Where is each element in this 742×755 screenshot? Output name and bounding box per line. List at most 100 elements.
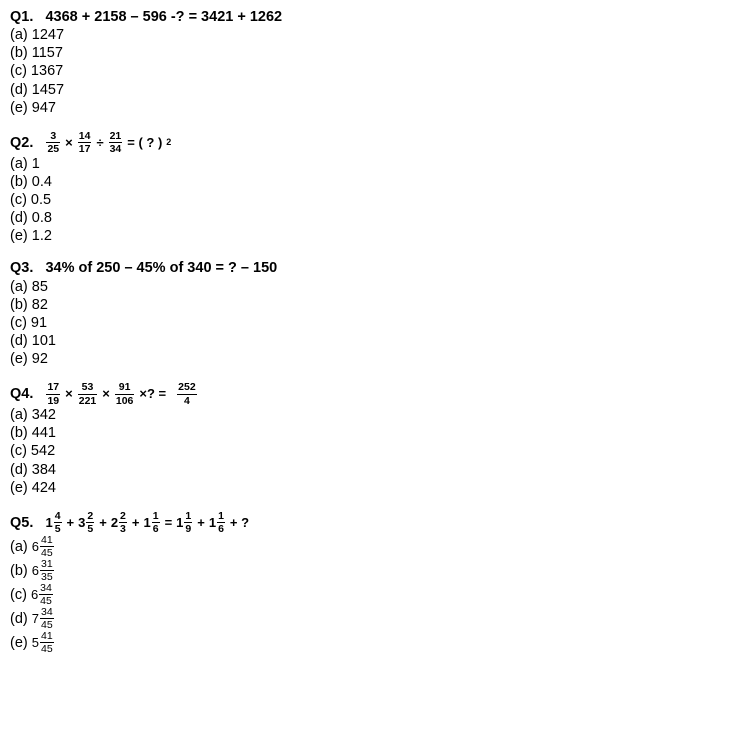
q5-opt-a-f: 41 45	[40, 535, 54, 559]
q5-opt-e-d: 45	[40, 642, 54, 655]
q2-label: Q2.	[10, 135, 33, 151]
q1-label: Q1.	[10, 9, 33, 25]
q5-opt-a-n: 41	[40, 535, 54, 547]
q5-m6: 1 1 6	[209, 511, 226, 535]
q5-m2-d: 5	[86, 522, 94, 535]
q3-label: Q3.	[10, 260, 33, 276]
q2-frac2-num: 14	[78, 131, 92, 143]
q5-m1-f: 4 5	[54, 511, 62, 535]
q2-exp: 2	[166, 137, 171, 148]
q4-frac1-num: 17	[46, 382, 60, 394]
question-3: Q3. 34% of 250 – 45% of 340 = ? – 150 (a…	[10, 259, 732, 368]
q5-opt-b-d: 35	[40, 570, 54, 583]
q2-opt-a: (a) 1	[10, 155, 732, 173]
div-op: ÷	[94, 135, 105, 151]
q5-m5-n: 1	[184, 511, 192, 523]
q2-frac2-den: 17	[78, 142, 92, 155]
q5-m4-n: 1	[152, 511, 160, 523]
q5-m2-n: 2	[86, 511, 94, 523]
q5-m2-w: 3	[78, 515, 85, 531]
q3-opt-b: (b) 82	[10, 296, 732, 314]
plus-op: +	[65, 515, 77, 531]
question-1: Q1. 4368 + 2158 – 596 -? = 3421 + 1262 (…	[10, 8, 732, 117]
q3-text: 34% of 250 – 45% of 340 = ? – 150	[45, 260, 277, 276]
q5-opt-b-mix: 6 31 35	[32, 559, 55, 583]
q5-m3-n: 2	[119, 511, 127, 523]
q5-opt-a: (a) 6 41 45	[10, 535, 732, 559]
q5-opt-c: (c) 6 34 45	[10, 583, 732, 607]
q1-options: (a) 1247 (b) 1157 (c) 1367 (d) 1457 (e) …	[10, 26, 732, 117]
q3-opt-a: (a) 85	[10, 278, 732, 296]
q1-opt-b: (b) 1157	[10, 44, 732, 62]
question-2: Q2. 3 25 × 14 17 ÷ 21 34 = ( ? )2 (a) 1 …	[10, 131, 732, 246]
q5-opt-e: (e) 5 41 45	[10, 631, 732, 655]
q2-opt-b: (b) 0.4	[10, 173, 732, 191]
q5-opt-d-prefix: (d)	[10, 611, 32, 627]
q3-opt-d: (d) 101	[10, 332, 732, 350]
plus-op: +	[195, 515, 207, 531]
q5-m4-w: 1	[143, 515, 150, 531]
q4-frac4-den: 4	[177, 394, 197, 407]
q5-opt-e-prefix: (e)	[10, 635, 32, 651]
q5-opt-c-w: 6	[31, 587, 38, 603]
q4-frac3: 91 106	[115, 382, 135, 406]
q5-m5-d: 9	[184, 522, 192, 535]
q5-opt-d-d: 45	[40, 618, 54, 631]
q5-m5: 1 1 9	[176, 511, 193, 535]
q2-frac2: 14 17	[78, 131, 92, 155]
q4-frac4-num: 252	[177, 382, 197, 394]
q2-frac3-num: 21	[109, 131, 123, 143]
q3-opt-e: (e) 92	[10, 350, 732, 368]
q1-opt-c: (c) 1367	[10, 62, 732, 80]
q2-opt-e: (e) 1.2	[10, 227, 732, 245]
q5-m6-n: 1	[217, 511, 225, 523]
q4-frac1-den: 19	[46, 394, 60, 407]
q5-m5-f: 1 9	[184, 511, 192, 535]
q5-expr: 1 4 5 + 3 2 5 + 2 2 3	[45, 511, 251, 535]
q5-opt-b-n: 31	[40, 559, 54, 571]
q5-m3-f: 2 3	[119, 511, 127, 535]
q4-mid: ×? =	[137, 386, 168, 402]
q5-m5-w: 1	[176, 515, 183, 531]
q5-opt-e-mix: 5 41 45	[32, 631, 55, 655]
q2-tail: = ( ? )	[125, 135, 164, 151]
q3-opt-c: (c) 91	[10, 314, 732, 332]
q2-frac3: 21 34	[109, 131, 123, 155]
q5-opt-e-n: 41	[40, 631, 54, 643]
q5-m2-f: 2 5	[86, 511, 94, 535]
eq-op: =	[163, 515, 175, 531]
times-op: ×	[100, 386, 112, 402]
q4-frac2: 53 221	[78, 382, 98, 406]
q5-opt-d-mix: 7 34 45	[32, 607, 55, 631]
q5-opt-a-mix: 6 41 45	[32, 535, 55, 559]
q4-opt-c: (c) 542	[10, 442, 732, 460]
q5-m6-f: 1 6	[217, 511, 225, 535]
q4-frac2-den: 221	[78, 394, 98, 407]
q5-opt-d: (d) 7 34 45	[10, 607, 732, 631]
question-4: Q4. 17 19 × 53 221 × 91 106 ×? = 252 4	[10, 382, 732, 497]
q5-m1: 1 4 5	[45, 511, 62, 535]
q5-opt-c-d: 45	[39, 594, 53, 607]
q5-opt-a-d: 45	[40, 546, 54, 559]
q2-options: (a) 1 (b) 0.4 (c) 0.5 (d) 0.8 (e) 1.2	[10, 155, 732, 246]
q2-expr: 3 25 × 14 17 ÷ 21 34 = ( ? )2	[45, 131, 171, 155]
question-5: Q5. 1 4 5 + 3 2 5 + 2 2	[10, 511, 732, 655]
q4-opt-e: (e) 424	[10, 479, 732, 497]
plus-op: +	[130, 515, 142, 531]
q5-opt-b-f: 31 35	[40, 559, 54, 583]
q5-m4-d: 6	[152, 522, 160, 535]
q4-expr: 17 19 × 53 221 × 91 106 ×? = 252 4	[45, 382, 197, 406]
q1-stem: Q1. 4368 + 2158 – 596 -? = 3421 + 1262	[10, 8, 732, 26]
q5-opt-d-n: 34	[40, 607, 54, 619]
q5-label: Q5.	[10, 515, 33, 531]
q4-label: Q4.	[10, 386, 33, 402]
q5-m3: 2 2 3	[111, 511, 128, 535]
q1-text: 4368 + 2158 – 596 -? = 3421 + 1262	[45, 9, 282, 25]
q5-opt-c-n: 34	[39, 583, 53, 595]
q2-frac1: 3 25	[46, 131, 60, 155]
q5-m1-w: 1	[45, 515, 52, 531]
q5-opt-c-mix: 6 34 45	[31, 583, 54, 607]
q5-options: (a) 6 41 45 (b) 6 31 35 (c) 6	[10, 535, 732, 655]
q4-frac4: 252 4	[177, 382, 197, 406]
q5-m6-d: 6	[217, 522, 225, 535]
